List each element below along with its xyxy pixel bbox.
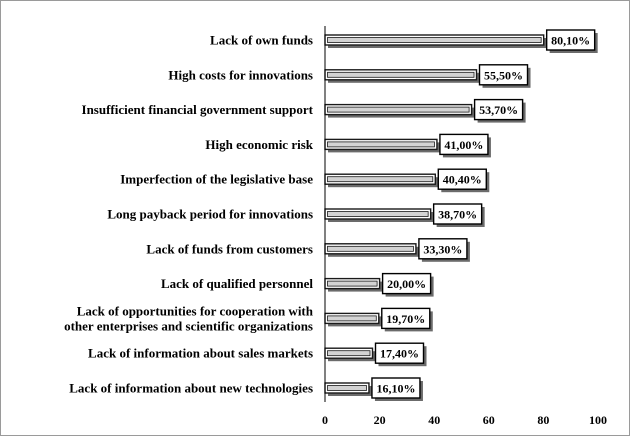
- bar-fill: [327, 245, 414, 252]
- value-label: 20,00%: [387, 277, 426, 291]
- category-label: Imperfection of the legislative base: [120, 172, 313, 187]
- value-label: 33,30%: [423, 242, 462, 256]
- value-label-box: [381, 307, 431, 330]
- category-label: Lack of information about sales markets: [88, 346, 313, 361]
- category-label: High costs for innovations: [168, 67, 313, 82]
- category-label: Lack of qualified personnel: [161, 276, 313, 291]
- value-label-box: [478, 64, 529, 86]
- category-label: Insufficient financial government suppor…: [82, 102, 314, 117]
- value-label-box: [437, 168, 487, 190]
- category-label: Lack of information about new technologi…: [69, 381, 313, 396]
- bar-fill: [327, 315, 377, 322]
- value-label-box: [432, 203, 483, 225]
- value-labels: 80,10% 55,50% 53,70% 41,00% 40,40% 38,70% 33,3…: [371, 29, 598, 401]
- value-label-box: [545, 29, 596, 51]
- bar-fill: [327, 211, 429, 217]
- value-label: 55,50%: [484, 68, 523, 82]
- value-label: 17,40%: [380, 347, 419, 361]
- x-tick-label: 100: [589, 413, 607, 427]
- bar-fill: [327, 141, 435, 148]
- value-label-box: [439, 133, 489, 156]
- x-tick-label: 20: [374, 413, 386, 427]
- bar-fill: [327, 37, 542, 43]
- value-label: 80,10%: [551, 34, 590, 48]
- x-tick-label: 40: [428, 413, 440, 427]
- category-labels: Lack of own funds High costs for innovati…: [64, 33, 314, 396]
- value-label-box: [418, 238, 468, 260]
- value-label: 19,70%: [386, 312, 425, 326]
- bar-fill: [327, 176, 434, 183]
- category-label: Lack of funds from customers: [146, 241, 313, 256]
- bar-fill: [327, 106, 470, 113]
- value-label: 40,40%: [443, 173, 482, 187]
- bar-fill: [327, 71, 475, 78]
- category-label: Long payback period for innovations: [107, 207, 313, 222]
- value-label-box: [371, 377, 421, 399]
- category-label: High economic risk: [205, 137, 313, 152]
- x-axis: 0 20 40 60 80 100: [322, 26, 607, 427]
- bar-fill: [327, 350, 371, 357]
- value-label: 53,70%: [479, 103, 518, 117]
- bar-fill: [327, 280, 378, 287]
- bar-fill: [327, 385, 367, 391]
- x-tick-label: 0: [322, 413, 328, 427]
- category-label: Lack of opportunities for cooperation wi…: [64, 303, 314, 333]
- value-label-box: [381, 272, 432, 295]
- value-label-box: [374, 342, 425, 364]
- x-tick-label: 80: [537, 413, 549, 427]
- x-tick-label: 60: [483, 413, 495, 427]
- value-label: 16,10%: [376, 382, 415, 396]
- category-label: Lack of own funds: [210, 33, 313, 48]
- value-label: 41,00%: [444, 138, 483, 152]
- value-label: 38,70%: [438, 208, 477, 222]
- value-label-box: [473, 98, 524, 121]
